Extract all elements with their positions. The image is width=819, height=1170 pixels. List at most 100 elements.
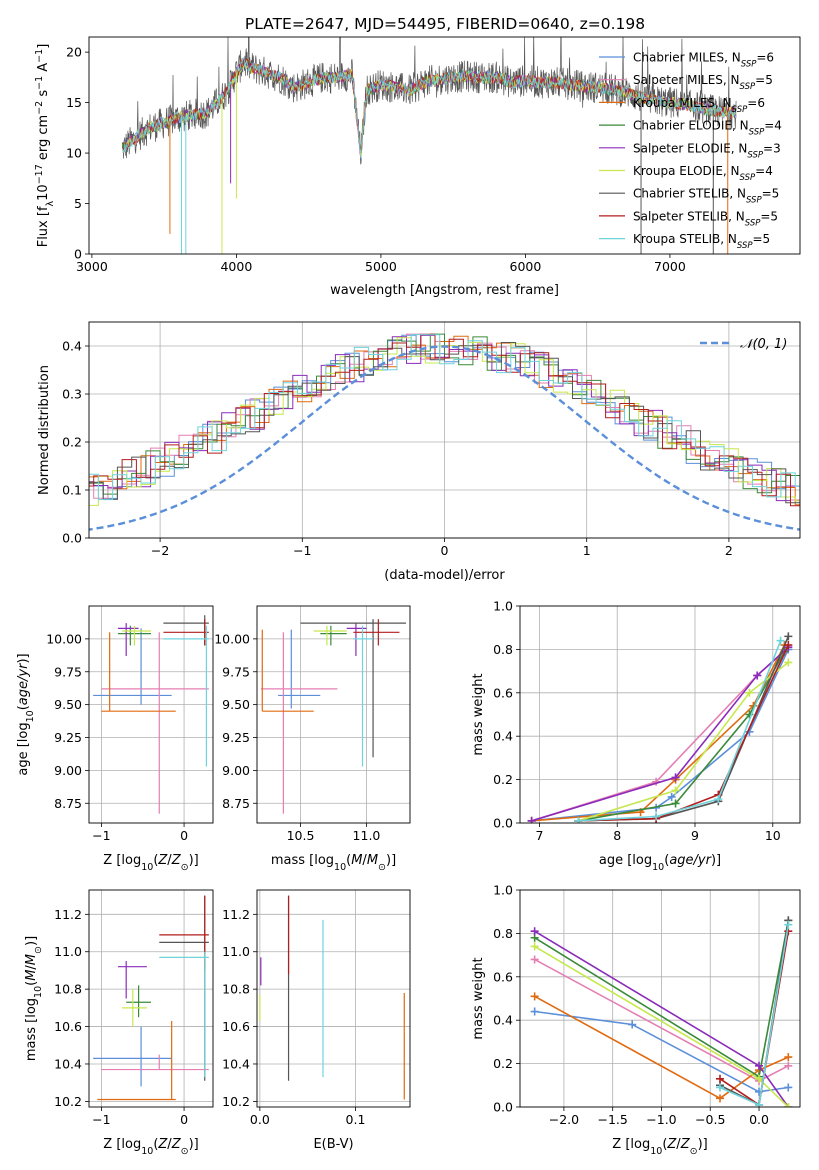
y-tick-label: 0: [74, 247, 82, 262]
series-marker: [652, 812, 661, 821]
x-tick-label: −1: [92, 828, 110, 843]
y-tick-label: 0.4: [493, 729, 513, 744]
x-tick-label: 0: [180, 828, 188, 843]
axes-frame: [519, 889, 801, 1108]
y-tick-label: 1.0: [493, 883, 513, 898]
residual-histogram-3: [89, 333, 800, 509]
x-tick-label: 4000: [220, 259, 252, 274]
series-marker: [784, 1103, 793, 1107]
legend-label: Salpeter STELIB, NSSP=5: [633, 209, 778, 228]
x-tick-label: 0: [441, 543, 449, 558]
mass_vs_ebv-axes: 0.0 0.1 10.2 10.4 10.6 10.8 11.0 11.2: [222, 890, 410, 1127]
series-marker: [784, 1053, 793, 1062]
series-marker: [755, 1061, 764, 1070]
y-tick-label: 0.4: [62, 339, 82, 354]
series-marker: [716, 1074, 724, 1083]
y-tick-label: 15: [66, 95, 82, 110]
page-title: PLATE=2647, MJD=54495, FIBERID=0640, z=0…: [245, 15, 645, 33]
residual-histogram-1: [89, 333, 800, 501]
y-tick-label: 11.0: [54, 944, 82, 959]
y-tick-label: 9.50: [222, 697, 250, 712]
axis-label: mass [log10(M/M⊙)]: [24, 936, 44, 1061]
x-tick-label: 6000: [510, 259, 542, 274]
y-tick-label: 0.2: [493, 772, 513, 787]
series-line-0: [534, 1010, 789, 1093]
legend-label: Chabrier ELODIE, NSSP=4: [633, 119, 782, 138]
series-marker: [530, 927, 539, 936]
x-tick-label: −1.0: [646, 1112, 676, 1127]
x-tick-label: −1.5: [598, 1112, 628, 1127]
series-marker: [784, 658, 793, 667]
y-tick-label: 0.3: [62, 387, 82, 402]
x-tick-label: 0.0: [250, 1112, 270, 1127]
legend-label: Chabrier STELIB, NSSP=5: [633, 187, 779, 206]
y-tick-label: 0.4: [493, 1013, 513, 1028]
y-tick-label: 10.4: [54, 1056, 82, 1071]
y-tick-label: 0.0: [62, 531, 82, 546]
y-tick-label: 9.00: [222, 763, 250, 778]
y-tick-label: 1.0: [493, 599, 513, 614]
series-marker: [755, 1100, 764, 1107]
x-tick-label: 10.5: [287, 828, 315, 843]
y-tick-label: 10.2: [54, 1094, 82, 1109]
series-marker: [716, 1083, 724, 1092]
y-tick-label: 0.0: [493, 1100, 513, 1115]
legend-label: Salpeter ELODIE, NSSP=3: [633, 141, 781, 160]
x-tick-label: 0: [180, 1112, 188, 1127]
age_vs_mass-points: [260, 619, 407, 814]
x-tick-label: 10: [765, 828, 781, 843]
y-tick-label: 9.75: [222, 664, 250, 679]
y-tick-label: 0.2: [62, 435, 82, 450]
series-marker: [755, 1074, 764, 1083]
y-tick-label: 0.8: [493, 642, 513, 657]
series-marker: [527, 816, 536, 823]
y-tick-label: 9.75: [54, 664, 82, 679]
x-tick-label: 0.0: [749, 1112, 769, 1127]
series-line-8: [578, 640, 782, 822]
legend-label: Chabrier MILES, NSSP=6: [633, 51, 774, 70]
axes-frame: [256, 889, 411, 1108]
series-marker: [667, 792, 676, 801]
x-tick-label: 7000: [654, 259, 686, 274]
x-tick-label: 9: [691, 828, 699, 843]
x-tick-label: −2: [151, 543, 169, 558]
series-marker: [530, 992, 539, 1001]
x-tick-label: 0.1: [346, 1112, 366, 1127]
series-marker: [784, 641, 793, 650]
y-tick-label: 10.8: [54, 982, 82, 997]
y-tick-label: 10.8: [222, 982, 250, 997]
axis-label: age [log10(age/yr)]: [599, 853, 721, 873]
y-tick-label: 10.4: [222, 1056, 250, 1071]
y-tick-label: 11.2: [54, 907, 82, 922]
series-marker: [530, 1007, 539, 1016]
x-tick-label: 7: [535, 828, 543, 843]
spectrum-line-7: [121, 58, 737, 154]
series-marker: [628, 1020, 637, 1029]
residual-histogram-6: [89, 342, 800, 504]
series-marker: [671, 786, 680, 795]
normal-curve: [89, 345, 800, 531]
axes-frame: [256, 605, 411, 824]
y-tick-label: 0.8: [493, 926, 513, 941]
mass_vs_ebv-points: [259, 895, 405, 1100]
x-tick-label: 1: [583, 543, 591, 558]
spectrum-series: [121, 37, 737, 254]
mass_weight_vs_Z-series: [530, 916, 793, 1107]
legend-label: 𝒩(0, 1): [740, 337, 787, 352]
series-line-7: [578, 644, 790, 822]
y-tick-label: 20: [66, 45, 82, 60]
series-marker: [671, 799, 680, 808]
y-tick-label: 9.50: [54, 697, 82, 712]
y-tick-label: 5: [74, 196, 82, 211]
mass_weight_vs_age-series: [527, 632, 793, 823]
axis-label: mass [log10(M/M⊙)]: [271, 853, 396, 873]
residual-histogram-4: [89, 334, 800, 502]
x-tick-label: 8: [613, 828, 621, 843]
legend-label: Kroupa STELIB, NSSP=5: [633, 232, 770, 251]
y-axis-label: mass weight: [471, 673, 486, 755]
x-tick-label: −1: [92, 1112, 110, 1127]
spectrum-line-8: [121, 56, 737, 154]
y-tick-label: 8.75: [222, 796, 250, 811]
mass_weight_vs_Z-axes: −2.0 −1.5 −1.0 −0.5 0.0 0.0 0.2 0.4 0.6 0.8 1.0: [493, 883, 800, 1127]
axes-frame: [88, 605, 214, 824]
